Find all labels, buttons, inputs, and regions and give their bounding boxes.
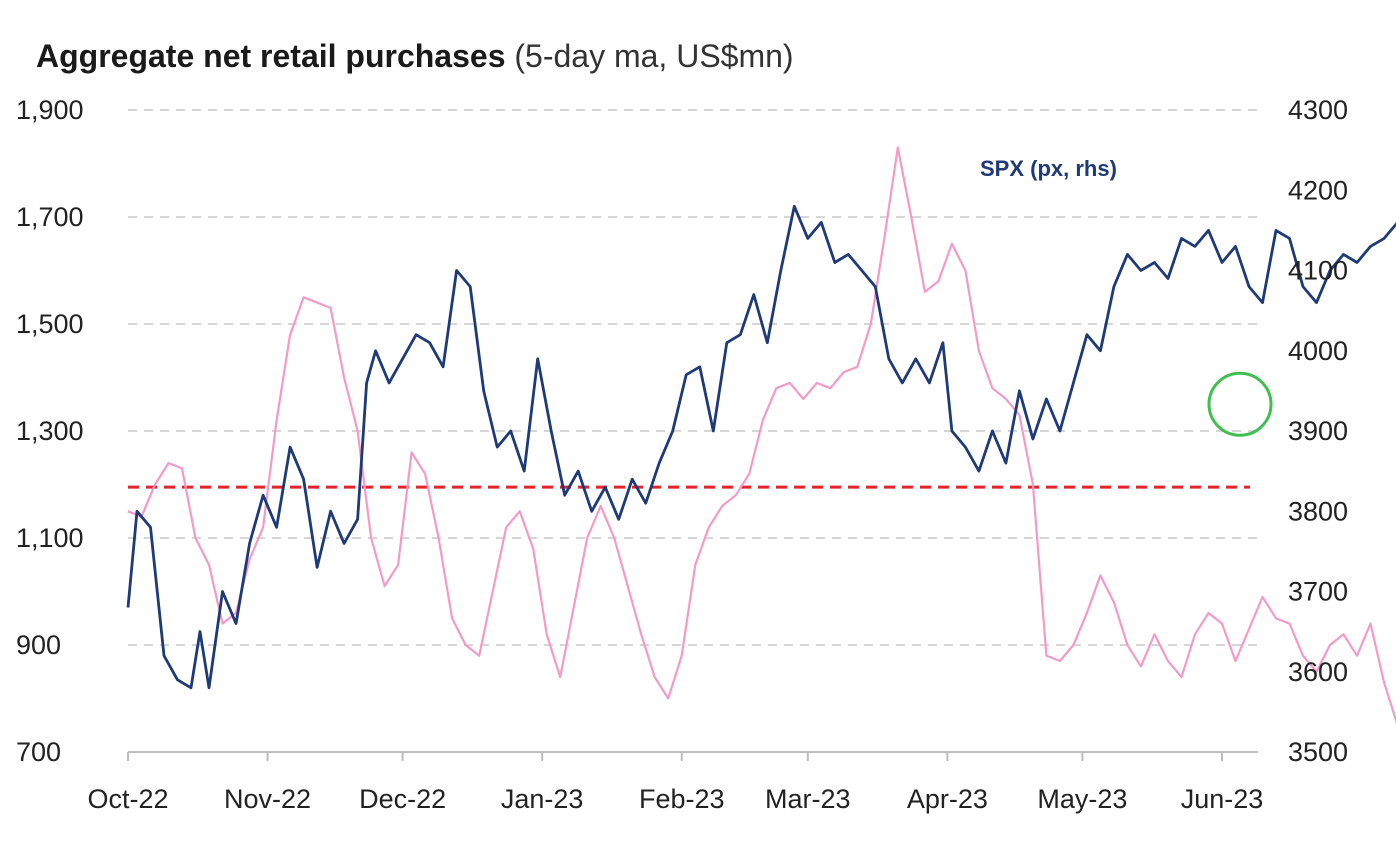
x-tick-label: May-23 [1037, 784, 1127, 814]
y-right-tick-label: 3800 [1288, 496, 1348, 526]
spx-line [126, 204, 1396, 690]
axes: 700 900 1,100 1,300 1,500 1,700 1,900 3500 3600 3… [16, 95, 1348, 814]
y-left-tick-label: 1,500 [16, 309, 84, 339]
y-right-tick-label: 4200 [1288, 175, 1348, 205]
annotations: SPX (px, rhs) [980, 156, 1273, 437]
y-right-tick-label: 3700 [1288, 577, 1348, 607]
highlight-circle [1207, 371, 1273, 437]
y-right-tick-label: 4100 [1288, 256, 1348, 286]
y-right-tick-label: 3600 [1288, 657, 1348, 687]
gridlines [128, 109, 1258, 646]
y-left-tick-label: 1,900 [16, 95, 84, 125]
x-tick-label: Jan-23 [501, 784, 584, 814]
y-left-tick-label: 700 [16, 737, 61, 767]
y-left-tick-label: 900 [16, 630, 61, 660]
retail-purchases-line [127, 146, 1396, 724]
x-tick-label: Jun-23 [1181, 784, 1264, 814]
x-tick-label: Dec-22 [359, 784, 446, 814]
x-tick-label: Oct-22 [87, 784, 168, 814]
x-tick-label: Nov-22 [224, 784, 311, 814]
y-left-tick-label: 1,700 [16, 202, 84, 232]
x-tick-label: Apr-23 [907, 784, 988, 814]
x-tick-label: Mar-23 [765, 784, 851, 814]
y-right-tick-label: 3900 [1288, 416, 1348, 446]
chart-title-main: Aggregate net retail purchases [36, 38, 506, 74]
y-right-tick-label: 3500 [1288, 737, 1348, 767]
series-group [126, 146, 1396, 724]
x-tick-label: Feb-23 [639, 784, 725, 814]
y-left-tick-label: 1,100 [16, 523, 84, 553]
chart-subtitle: (5-day ma, US$mn) [514, 38, 794, 74]
y-right-tick-label: 4300 [1288, 95, 1348, 125]
y-right-tick-label: 4000 [1288, 336, 1348, 366]
y-left-tick-label: 1,300 [16, 416, 84, 446]
spx-series-label: SPX (px, rhs) [980, 156, 1117, 181]
chart-title: Aggregate net retail purchases (5-day ma… [36, 38, 794, 75]
